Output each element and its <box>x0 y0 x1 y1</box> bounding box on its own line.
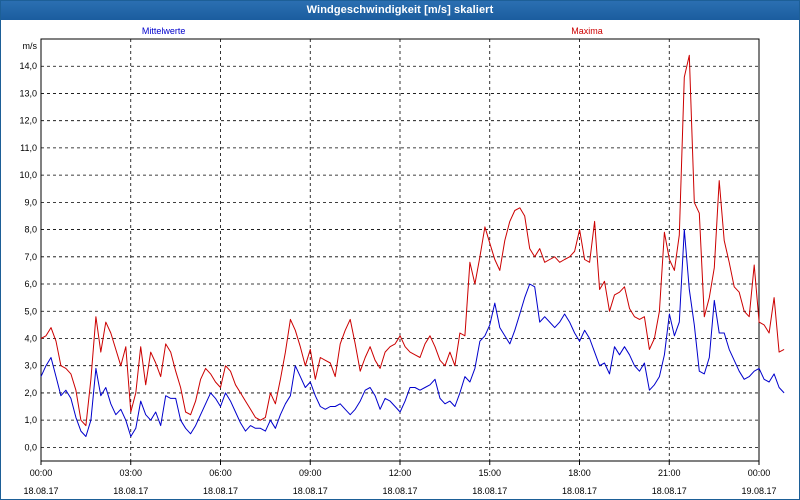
axis-labels: 0,0 1,0 2,0 3,0 4,0 5,0 6,0 7,0 8,0 9,0 10,0 11,0 12… <box>19 41 776 496</box>
x-tick-date: 18.08.17 <box>472 486 507 496</box>
series-line-maxima <box>40 54 785 427</box>
legend: Mittelwerte Maxima <box>142 26 603 36</box>
y-tick-label: 7,0 <box>24 252 37 262</box>
wind-speed-chart: 0,0 1,0 2,0 3,0 4,0 5,0 6,0 7,0 8,0 9,0 10,0 11,0 12… <box>19 26 785 496</box>
legend-label-maxima: Maxima <box>571 26 603 36</box>
x-tick-date: 18.08.17 <box>113 486 148 496</box>
x-tick-date: 18.08.17 <box>652 486 687 496</box>
y-tick-label: 14,0 <box>19 61 37 71</box>
series-layer <box>40 54 785 437</box>
y-tick-label: 11,0 <box>20 143 37 153</box>
chart-title: Windgeschwindigkeit [m/s] skaliert <box>1 1 799 20</box>
y-tick-label: 13,0 <box>19 88 37 98</box>
y-tick-label: 3,0 <box>24 361 37 371</box>
y-tick-label: 8,0 <box>24 225 37 235</box>
x-tick-date: 19.08.17 <box>741 486 776 496</box>
x-tick-date: 18.08.17 <box>293 486 328 496</box>
grid <box>41 39 759 461</box>
series-line-mittelwerte <box>40 229 785 437</box>
y-axis-unit: m/s <box>23 41 38 51</box>
x-tick-date: 18.08.17 <box>562 486 597 496</box>
x-tick-date: 18.08.17 <box>203 486 238 496</box>
legend-label-mittelwerte: Mittelwerte <box>142 26 186 36</box>
x-tick-time: 15:00 <box>478 468 501 478</box>
x-tick-time: 21:00 <box>658 468 681 478</box>
x-tick-date: 18.08.17 <box>382 486 417 496</box>
y-tick-label: 12,0 <box>19 116 37 126</box>
x-tick-date: 18.08.17 <box>23 486 58 496</box>
y-tick-label: 10,0 <box>19 170 37 180</box>
y-tick-label: 4,0 <box>24 333 37 343</box>
x-tick-time: 03:00 <box>119 468 142 478</box>
x-tick-time: 18:00 <box>568 468 591 478</box>
y-tick-label: 0,0 <box>24 442 37 452</box>
x-tick-time: 12:00 <box>389 468 412 478</box>
y-tick-label: 5,0 <box>24 306 37 316</box>
x-tick-time: 09:00 <box>299 468 322 478</box>
y-tick-label: 2,0 <box>24 388 37 398</box>
x-tick-time: 00:00 <box>30 468 53 478</box>
y-tick-label: 1,0 <box>24 415 37 425</box>
x-tick-time: 06:00 <box>209 468 232 478</box>
x-tick-time: 00:00 <box>748 468 771 478</box>
y-tick-label: 6,0 <box>24 279 37 289</box>
y-tick-label: 9,0 <box>24 197 37 207</box>
